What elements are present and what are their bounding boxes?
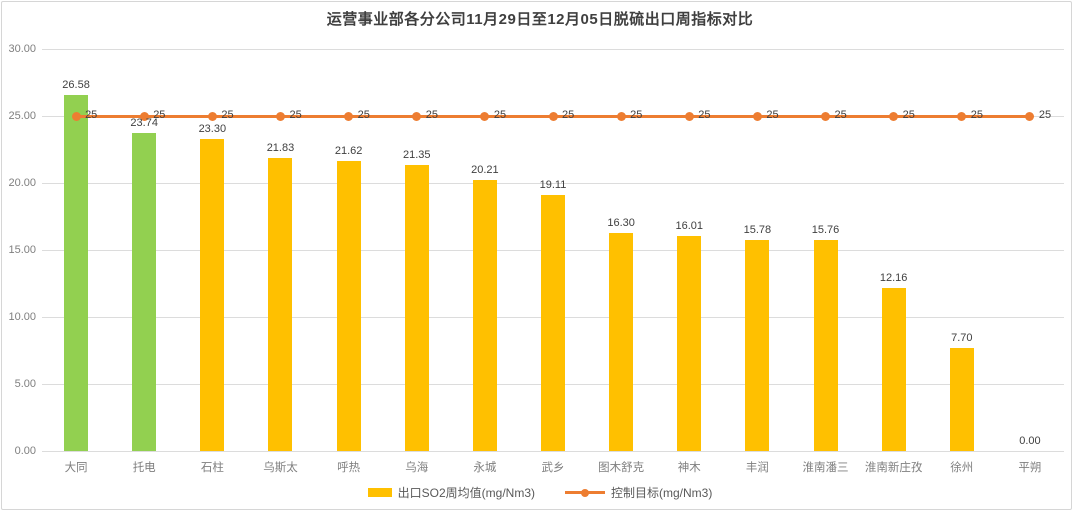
target-value-label: 25	[834, 109, 847, 121]
x-axis-label: 永城	[473, 462, 497, 474]
x-axis-label: 托电	[132, 462, 156, 474]
x-axis-label: 石柱	[200, 462, 224, 474]
bar-value-label: 19.11	[539, 178, 567, 191]
target-marker-icon	[752, 111, 762, 121]
bar-value-label: 15.78	[743, 223, 772, 236]
target-marker-icon	[616, 111, 626, 121]
bar-value-label: 21.62	[334, 145, 363, 158]
legend-line-label: 控制目标(mg/Nm3)	[611, 486, 713, 500]
legend-item-bar-series: 出口SO2周均值(mg/Nm3)	[367, 484, 535, 501]
line-series-swatch-icon	[565, 488, 605, 497]
target-value-label: 25	[698, 109, 711, 121]
target-marker-icon	[1025, 111, 1035, 121]
target-value-label: 25	[1038, 109, 1052, 121]
bar-value-label: 23.74	[130, 116, 158, 129]
bar	[609, 232, 634, 451]
x-axis-label: 淮南潘三	[802, 462, 849, 474]
target-marker-icon	[684, 111, 694, 121]
target-marker-icon	[71, 111, 81, 121]
target-marker-icon	[957, 111, 967, 121]
bar-series-swatch-icon	[367, 488, 392, 497]
bar-value-label: 26.58	[62, 78, 90, 91]
bar	[949, 347, 974, 451]
bar	[268, 158, 293, 451]
x-axis-label: 平朔	[1018, 462, 1042, 474]
bar	[881, 288, 906, 451]
target-value-label: 25	[289, 109, 302, 121]
target-marker-icon	[275, 111, 285, 121]
line-marker-icon	[581, 488, 589, 497]
x-axis-label: 呼热	[337, 462, 361, 474]
bar-value-label: 21.35	[402, 148, 431, 161]
bar	[64, 94, 89, 451]
bar-value-label: 15.76	[811, 223, 840, 236]
bar	[336, 161, 361, 451]
bar-value-label: 16.01	[675, 220, 704, 233]
bar-value-label: 23.30	[198, 122, 227, 135]
bar-value-label: 12.16	[879, 272, 908, 285]
x-axis-label: 图木舒克	[598, 462, 645, 474]
bar	[404, 164, 429, 451]
bar	[132, 132, 157, 451]
y-axis-label: 10.00	[8, 311, 36, 323]
target-value-label: 25	[153, 109, 166, 121]
bar-value-label: 0.00	[1019, 435, 1041, 447]
target-marker-icon	[889, 111, 899, 121]
y-axis-label: 5.00	[14, 378, 36, 390]
y-axis-label: 20.00	[8, 177, 36, 189]
target-value-label: 25	[630, 109, 643, 121]
bar	[200, 138, 225, 451]
x-axis-label: 淮南新庄孜	[864, 462, 923, 474]
target-value-label: 25	[357, 109, 370, 121]
bar-value-label: 21.83	[266, 142, 295, 155]
y-axis-label: 0.00	[14, 445, 36, 457]
bar	[677, 236, 702, 451]
target-marker-icon	[139, 111, 149, 121]
gridline	[42, 183, 1064, 184]
x-axis-label: 神木	[677, 462, 701, 474]
x-axis-label: 徐州	[950, 462, 974, 474]
x-axis-label: 乌海	[405, 462, 429, 474]
bar	[541, 194, 565, 451]
target-marker-icon	[344, 111, 354, 121]
target-marker-icon	[548, 111, 558, 121]
target-value-label: 25	[902, 109, 915, 121]
target-marker-icon	[412, 111, 422, 121]
x-axis-label: 丰润	[745, 462, 769, 474]
target-value-label: 25	[562, 109, 575, 121]
gridline	[42, 451, 1064, 452]
bar	[813, 239, 838, 451]
bar	[472, 180, 497, 451]
x-axis-label: 乌斯太	[263, 462, 298, 474]
gridline	[42, 49, 1064, 50]
chart-title: 运营事业部各分公司11月29日至12月05日脱硫出口周指标对比	[326, 11, 754, 28]
target-value-label: 25	[493, 109, 507, 121]
legend-bar-label: 出口SO2周均值(mg/Nm3)	[397, 486, 535, 500]
target-value-label: 25	[970, 109, 984, 121]
target-value-label: 25	[425, 109, 438, 121]
target-marker-icon	[207, 111, 217, 121]
target-value-label: 25	[221, 109, 234, 121]
x-axis-label: 大同	[64, 462, 88, 474]
bar	[745, 239, 770, 451]
y-axis-label: 30.00	[8, 43, 36, 55]
x-axis-label: 武乡	[541, 462, 565, 474]
bar-value-label: 20.21	[471, 164, 499, 177]
bar-value-label: 16.30	[607, 216, 635, 229]
bar-value-label: 7.70	[951, 331, 973, 344]
legend-item-line-series: 控制目标(mg/Nm3)	[565, 484, 712, 501]
y-axis-label: 15.00	[8, 244, 36, 256]
target-marker-icon	[480, 111, 490, 121]
target-value-label: 25	[766, 109, 779, 121]
target-value-label: 25	[85, 109, 98, 121]
y-axis-label: 25.00	[8, 110, 36, 122]
legend: 出口SO2周均值(mg/Nm3) 控制目标(mg/Nm3)	[0, 484, 1080, 501]
target-marker-icon	[821, 111, 831, 121]
